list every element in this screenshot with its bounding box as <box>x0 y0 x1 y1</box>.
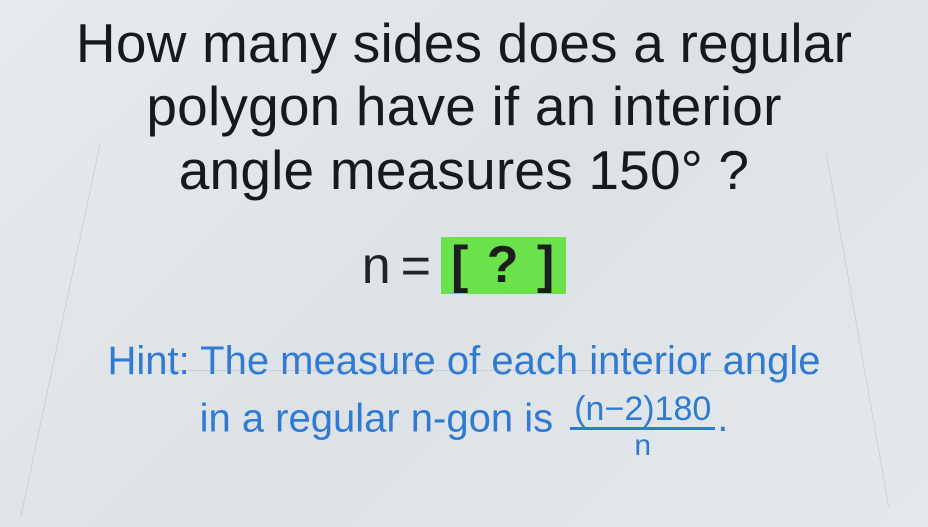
answer-lhs: n <box>362 236 391 296</box>
answer-row: n = [ ? ] <box>362 236 567 296</box>
hint-period: . <box>717 396 728 440</box>
answer-input-box[interactable]: [ ? ] <box>441 237 566 294</box>
question-text: How many sides does a regular polygon ha… <box>76 12 852 202</box>
hint-line-1: Hint: The measure of each interior angle <box>108 339 821 383</box>
fraction-numerator: (n−2)180 <box>570 392 715 431</box>
equals-sign: = <box>401 236 431 296</box>
hint-text: Hint: The measure of each interior angle… <box>108 336 821 456</box>
question-line-3-suffix: ? <box>703 139 749 201</box>
hint-line-2-prefix: in a regular n-gon is <box>200 396 565 440</box>
paper-crease <box>826 153 889 508</box>
question-line-1: How many sides does a regular <box>76 12 852 74</box>
angle-value: 150° <box>588 139 703 201</box>
question-line-3-prefix: angle measures <box>179 139 589 201</box>
hint-fraction: (n−2)180n <box>570 392 715 462</box>
fraction-denominator: n <box>570 430 715 462</box>
question-line-2: polygon have if an interior <box>146 75 781 137</box>
